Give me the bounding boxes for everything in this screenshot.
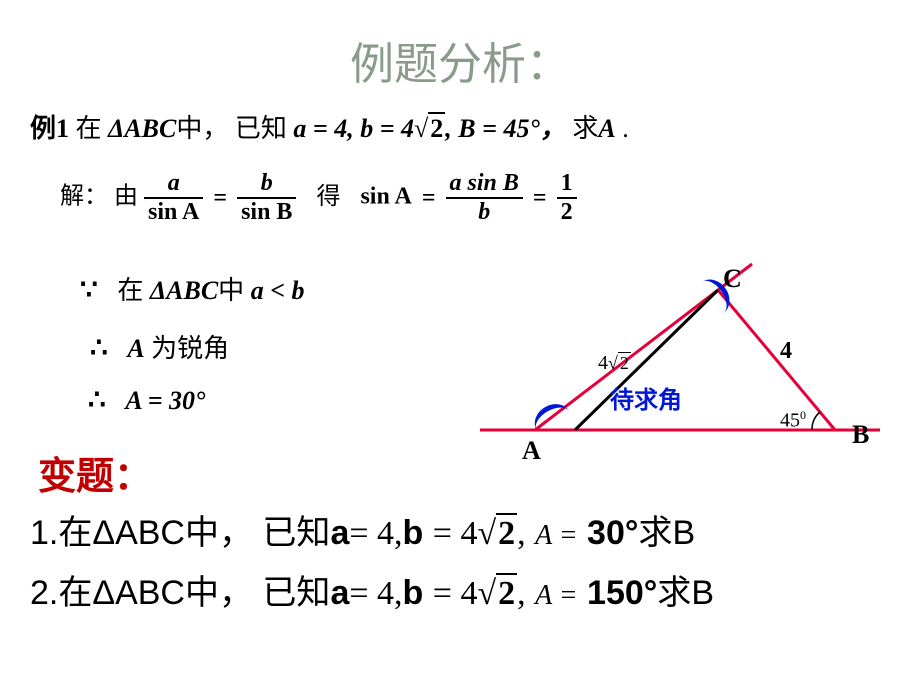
period: . <box>622 114 629 143</box>
pending-angle-label: 待求角 <box>610 380 682 415</box>
sinA: sin A <box>360 184 411 210</box>
given2: , B = 45°， <box>445 114 566 143</box>
r1delta: ΔABC <box>150 276 218 305</box>
vertex-C: C <box>723 264 742 294</box>
v1eq2: = 4 <box>433 515 478 552</box>
variant2-line: 2.在ΔABC中， 已知a= 4,b = 42, A = 150°求B <box>30 565 714 614</box>
t1: 在 <box>76 114 102 143</box>
v2eq2: = 4 <box>433 575 478 612</box>
v1end: 求B <box>638 514 695 552</box>
vertex-B: B <box>852 420 869 450</box>
v2val: 150° <box>587 574 657 612</box>
target-A: A <box>598 114 615 143</box>
therefore1-icon: ∴ <box>90 333 108 364</box>
side-a-label: 4 <box>780 338 792 365</box>
sqrt2: 2 <box>414 114 445 144</box>
eq2: = <box>418 185 440 211</box>
eq1: = <box>209 185 231 211</box>
r1t1: 在 <box>117 276 143 305</box>
v2end: 求B <box>657 574 714 612</box>
conclusion-line: ∴ A = 30° <box>88 383 205 417</box>
r1t2: 中 <box>218 276 244 305</box>
because-line: ∵ 在 ΔABC中 a < b <box>80 270 305 307</box>
v1sqrt: 2 <box>477 515 517 553</box>
side-b-label: 42 <box>598 352 631 375</box>
eq3: = <box>529 185 551 211</box>
r2text: 为锐角 <box>151 334 229 363</box>
frac4: 1 2 <box>557 170 577 226</box>
sol-label: 解： 由 <box>60 184 138 210</box>
v1b: b <box>403 514 424 552</box>
get: 得 <box>302 184 354 210</box>
therefore1-line: ∴ A 为锐角 <box>90 328 229 365</box>
t2: 中， 已知 <box>176 114 287 143</box>
frac1: a sin A <box>144 170 203 226</box>
frac2: b sin B <box>237 170 296 226</box>
example-label: 例1 <box>30 114 69 143</box>
v1pref: 在ΔABC中， 已知 <box>58 514 330 552</box>
v2pref: 在ΔABC中， 已知 <box>58 574 330 612</box>
v2comma: , <box>517 575 526 612</box>
t3: 求 <box>572 114 598 143</box>
therefore2-icon: ∴ <box>88 385 106 416</box>
A30: A = 30° <box>125 386 205 415</box>
vertex-A: A <box>522 436 541 466</box>
variant1-line: 1.在ΔABC中， 已知a= 4,b = 42, A = 30°求B <box>30 505 695 554</box>
solution-line: 解： 由 a sin A = b sin B 得 sin A = a sin B… <box>60 170 577 226</box>
slide-title: 例题分析： <box>0 0 920 92</box>
example-line: 例1 在 ΔABC中， 已知 a = 4, b = 42, B = 45°， 求… <box>30 108 629 145</box>
frac3: a sin B b <box>446 170 523 226</box>
v2a: a <box>330 574 349 612</box>
variant-title: 变题： <box>38 445 152 500</box>
v1a: a <box>330 514 349 552</box>
v2Aeq: A = <box>535 580 578 611</box>
v1num: 1. <box>30 514 58 552</box>
v1val: 30° <box>587 514 638 552</box>
angle-B-label: 450 <box>780 408 806 433</box>
triangle-diagram: A B C 42 4 450 待求角 <box>480 260 900 470</box>
v1comma: , <box>517 515 526 552</box>
a-lt-b: a < b <box>251 276 305 305</box>
v2num: 2. <box>30 574 58 612</box>
v2b: b <box>403 574 424 612</box>
given: a = 4, b = 4 <box>293 114 414 143</box>
r2A: A <box>127 334 144 363</box>
v1Aeq: A = <box>535 520 578 551</box>
v2eq1: = 4, <box>349 575 402 612</box>
v2sqrt: 2 <box>477 575 517 613</box>
because-icon: ∵ <box>80 275 98 306</box>
delta-abc: ΔABC <box>108 114 176 143</box>
v1eq1: = 4, <box>349 515 402 552</box>
triangle-svg <box>480 260 900 470</box>
